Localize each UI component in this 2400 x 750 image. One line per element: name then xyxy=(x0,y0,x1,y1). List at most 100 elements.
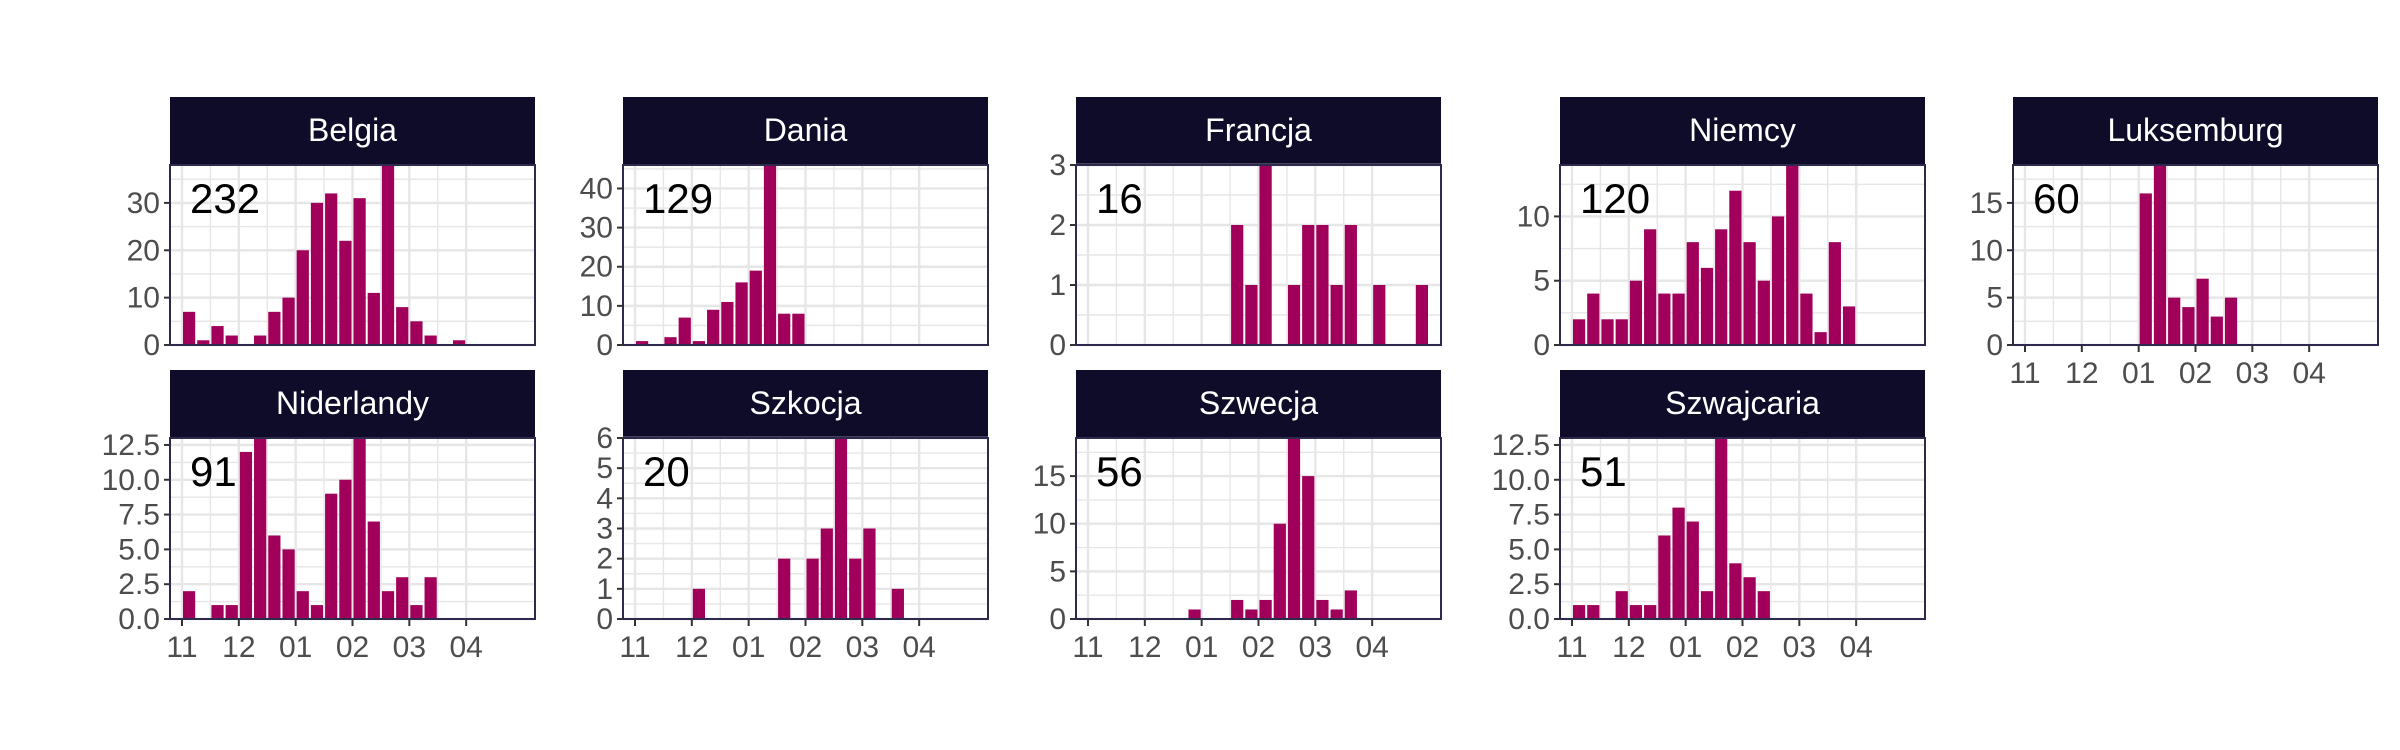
bar xyxy=(636,341,649,345)
facet-total-label: 56 xyxy=(1096,448,1143,495)
facet-total-label: 120 xyxy=(1580,175,1650,222)
panel-border xyxy=(622,164,989,346)
y-tick-label: 20 xyxy=(127,234,160,267)
bar xyxy=(1415,285,1428,345)
bar xyxy=(381,165,395,345)
bar xyxy=(410,605,423,619)
bar xyxy=(707,309,720,345)
bar xyxy=(1700,267,1714,345)
bar xyxy=(749,270,762,345)
bar xyxy=(1786,165,1799,345)
y-tick-label: 30 xyxy=(127,187,160,220)
bar xyxy=(1373,285,1386,345)
y-tick-label: 3 xyxy=(596,513,613,546)
bar xyxy=(2182,307,2195,345)
facet-total-label: 60 xyxy=(2033,175,2080,222)
bar xyxy=(778,313,791,345)
bar xyxy=(1316,225,1329,345)
bar xyxy=(211,326,224,345)
facet-title: Niderlandy xyxy=(276,385,429,421)
bar xyxy=(452,340,466,345)
x-tick-label: 12 xyxy=(1128,631,1161,664)
y-tick-label: 20 xyxy=(580,251,613,284)
bar xyxy=(268,311,281,345)
bar xyxy=(254,335,267,345)
bar xyxy=(1231,225,1244,345)
bar xyxy=(792,313,805,345)
bar xyxy=(1587,605,1600,619)
facet-niderlandy: Niderlandy 91 0.02.55.07.510.012.5 11 12 01 02… xyxy=(102,370,536,664)
y-tick-label: 3 xyxy=(1049,149,1066,182)
y-tick-label: 30 xyxy=(580,212,613,245)
bar xyxy=(891,588,904,619)
y-tick-label: 1 xyxy=(1049,269,1066,302)
bar xyxy=(1615,591,1628,619)
x-tick-label: 04 xyxy=(1355,631,1388,664)
x-tick-label: 03 xyxy=(1299,631,1332,664)
x-tick-label: 01 xyxy=(732,631,765,664)
x-tick-label: 01 xyxy=(1669,631,1702,664)
y-tick-label: 4 xyxy=(596,482,613,515)
bar xyxy=(339,479,352,619)
y-tick-label: 10.0 xyxy=(102,464,160,497)
y-tick-label: 0 xyxy=(596,329,613,362)
bar xyxy=(849,558,862,619)
y-tick-label: 0 xyxy=(1049,329,1066,362)
bar xyxy=(268,535,281,619)
x-tick-label: 11 xyxy=(1556,631,1587,664)
bar xyxy=(1330,609,1343,619)
bar xyxy=(1587,293,1600,345)
y-tick-label: 15 xyxy=(1970,187,2003,220)
bar xyxy=(2153,165,2167,345)
facet-total-label: 129 xyxy=(643,175,713,222)
bar xyxy=(1302,476,1315,619)
bar xyxy=(183,311,196,345)
x-tick-label: 03 xyxy=(846,631,879,664)
x-tick-label: 02 xyxy=(2179,357,2212,390)
facet-title: Dania xyxy=(764,112,848,148)
bar xyxy=(424,335,437,345)
facet-strip xyxy=(170,97,535,164)
bar xyxy=(2196,278,2209,345)
bar xyxy=(325,493,338,619)
bar xyxy=(1287,285,1301,345)
x-tick-label: 01 xyxy=(1185,631,1218,664)
x-tick-label: 04 xyxy=(1839,631,1872,664)
bar xyxy=(1814,332,1827,345)
bar xyxy=(325,193,338,345)
x-tick-label: 11 xyxy=(166,631,197,664)
facet-title: Niemcy xyxy=(1689,112,1796,148)
x-tick-label: 03 xyxy=(393,631,426,664)
bar xyxy=(1287,438,1301,619)
bar xyxy=(225,605,238,619)
y-tick-label: 5.0 xyxy=(1508,533,1550,566)
facet-luksemburg: Luksemburg 60 0 5 10 15 11 12 01 02 03 04 xyxy=(1970,97,2379,390)
bar xyxy=(254,438,267,619)
bar xyxy=(1259,165,1272,345)
bar xyxy=(310,202,324,345)
y-tick-label: 10.0 xyxy=(1492,464,1550,497)
bar xyxy=(353,198,366,345)
bar xyxy=(1715,229,1728,345)
bar xyxy=(339,240,352,345)
y-tick-label: 6 xyxy=(596,422,613,455)
facet-total-label: 20 xyxy=(643,448,690,495)
y-tick-label: 2 xyxy=(596,543,613,576)
facet-szwecja: Szwecja 56 0 5 10 15 11 12 01 02 03 04 xyxy=(1033,370,1442,664)
x-tick-label: 04 xyxy=(902,631,935,664)
x-tick-label: 11 xyxy=(2009,357,2040,390)
bar xyxy=(282,297,295,345)
panel-border xyxy=(1075,164,1442,346)
facet-title: Szwajcaria xyxy=(1665,385,1820,421)
bar xyxy=(1316,599,1329,619)
y-tick-label: 10 xyxy=(127,282,160,315)
y-tick-label: 0.0 xyxy=(118,603,160,636)
bar xyxy=(1828,242,1841,345)
bar xyxy=(1302,225,1315,345)
bar xyxy=(1672,507,1685,619)
bar xyxy=(1573,605,1586,619)
bar xyxy=(367,521,380,619)
facet-total-label: 91 xyxy=(190,448,237,495)
bar xyxy=(1245,609,1258,619)
